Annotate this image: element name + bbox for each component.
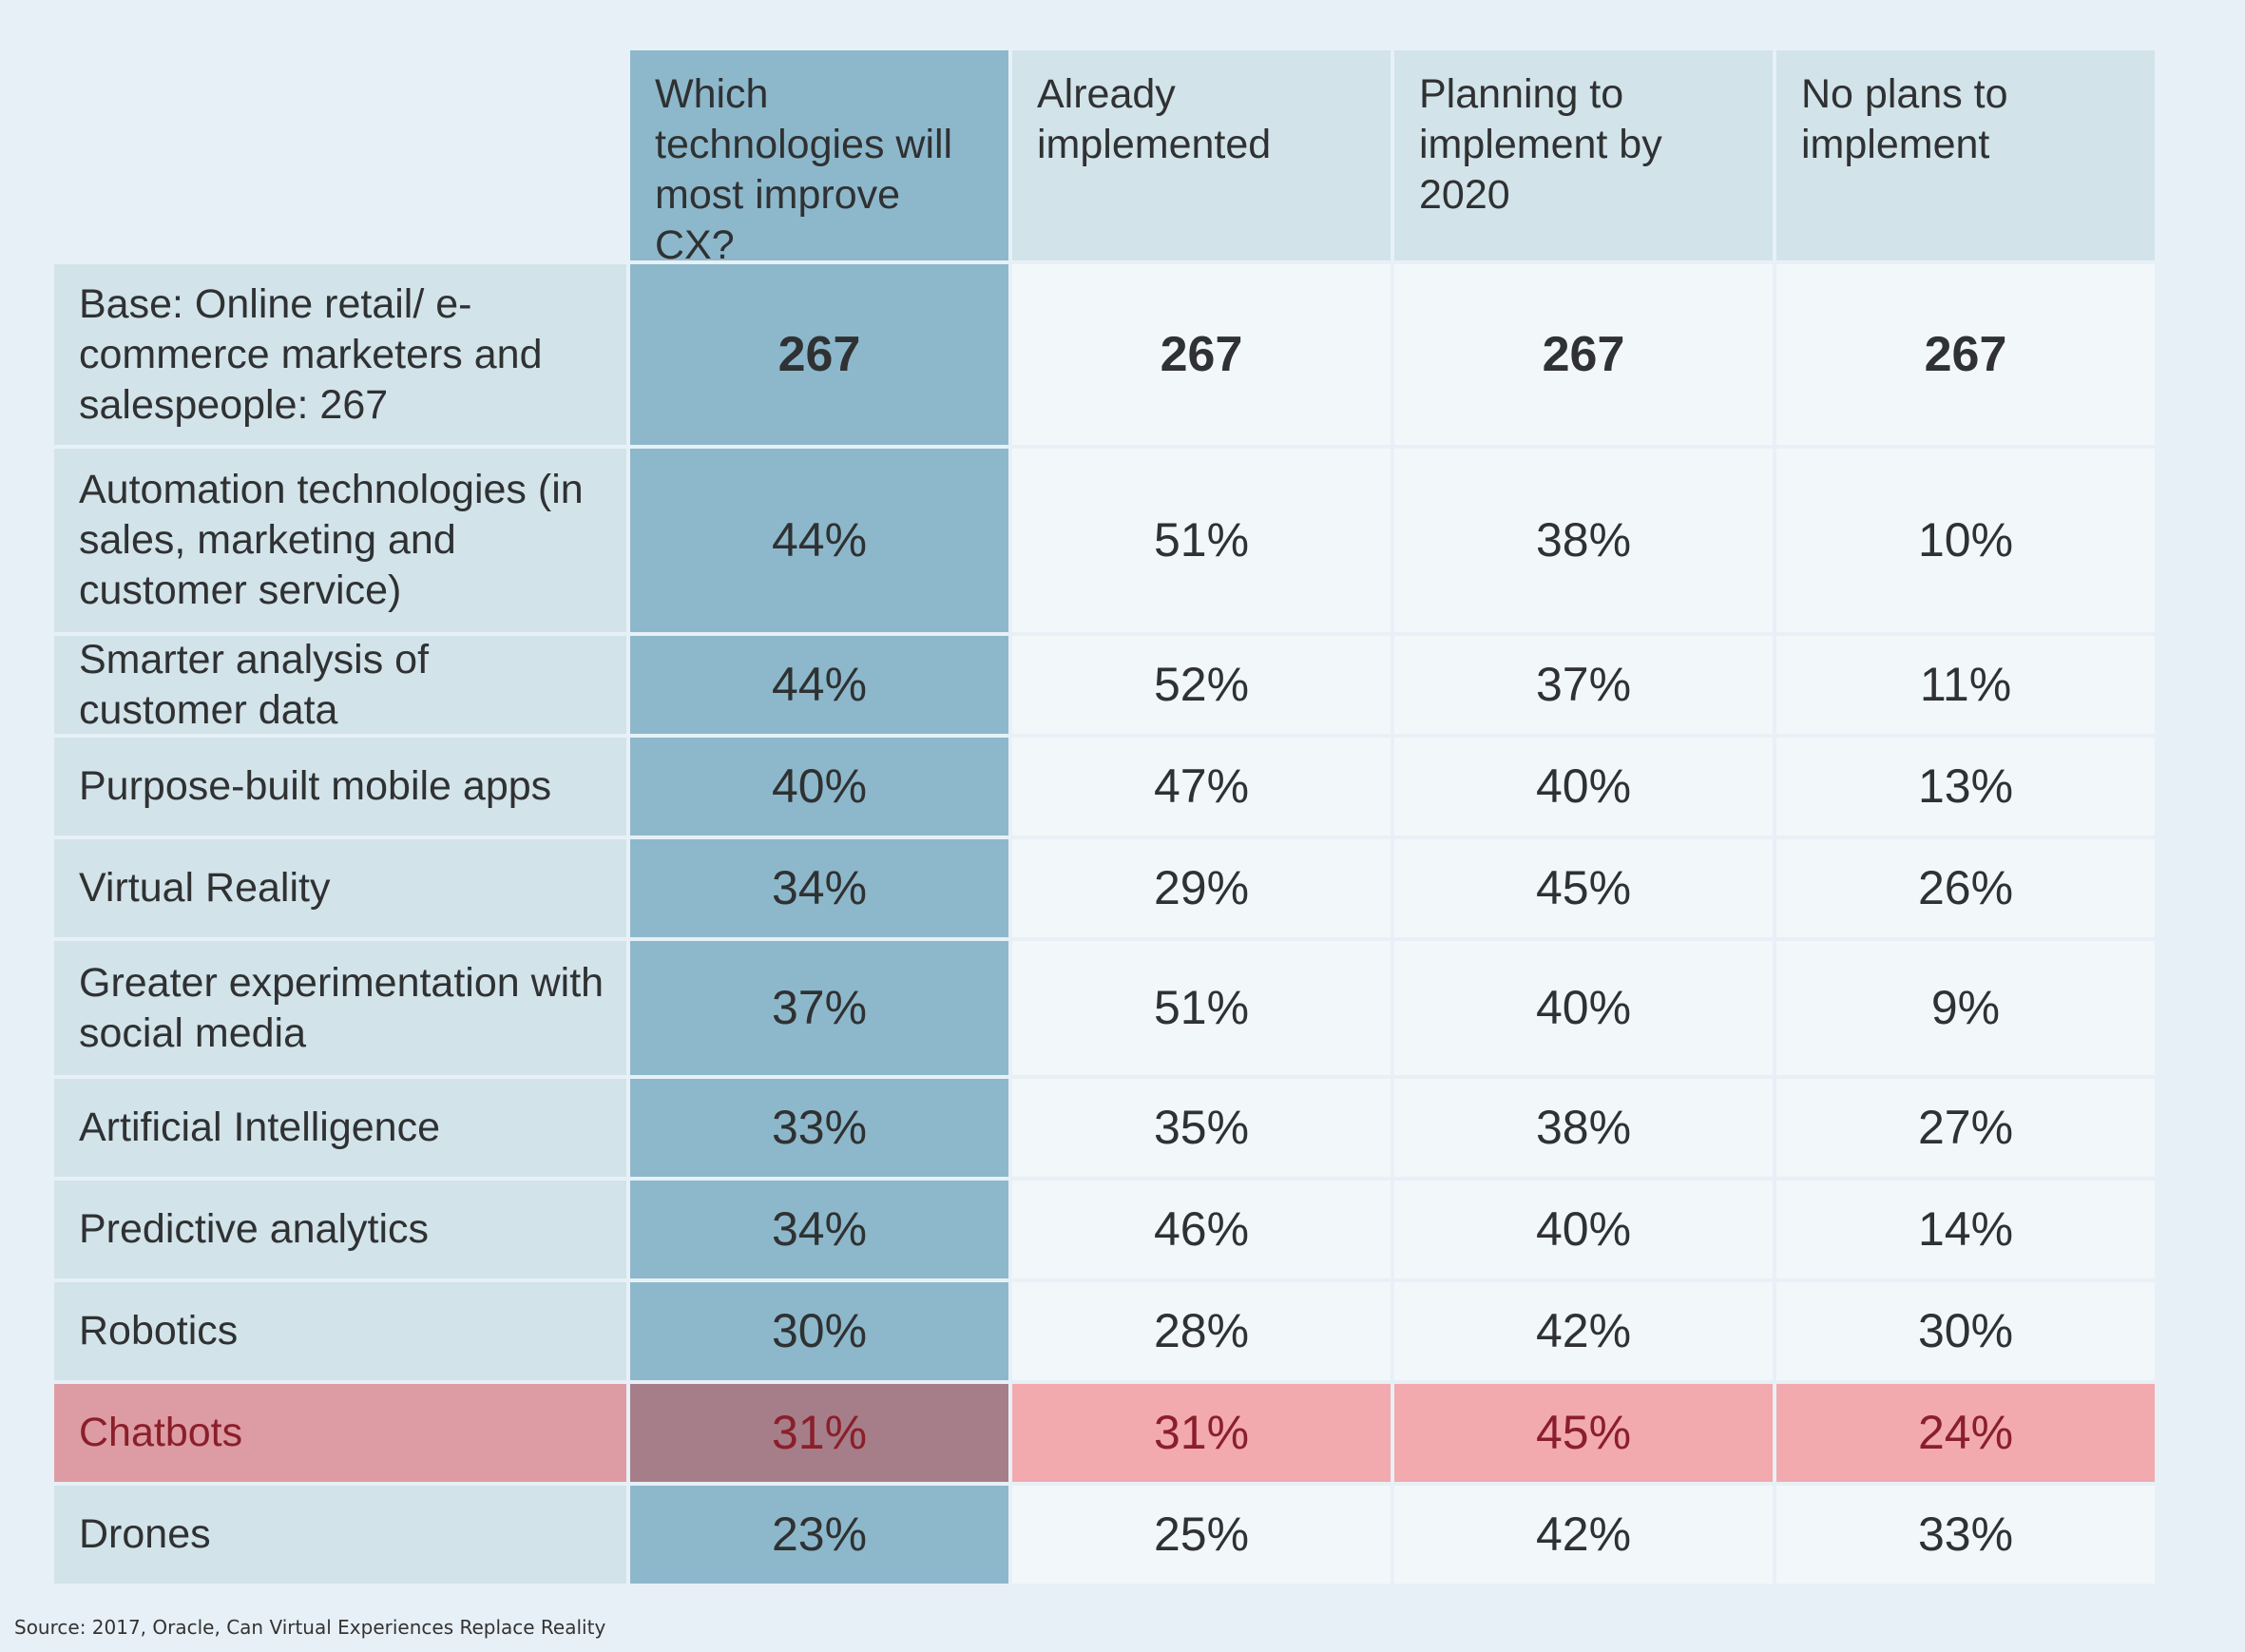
column-header-already-implemented: Already implemented	[1012, 50, 1391, 260]
table-row-value-0: 33%	[630, 1079, 1008, 1177]
column-header-most-improve-cx: Which technologies will most improve CX?	[630, 50, 1008, 268]
table-row-value-2: 38%	[1394, 1079, 1773, 1177]
table-row-value-3: 10%	[1776, 449, 2155, 632]
table-row-value-0: 40%	[630, 738, 1008, 836]
table-row-highlighted-label: Chatbots	[54, 1384, 626, 1482]
table-row-value-0: 23%	[630, 1486, 1008, 1584]
table-row-label: Robotics	[54, 1282, 626, 1380]
table-row-value-3: 30%	[1776, 1282, 2155, 1380]
base-row-value-2: 267	[1394, 264, 1773, 445]
table-row-value-1: 28%	[1012, 1282, 1391, 1380]
table-row-value-1: 51%	[1012, 941, 1391, 1075]
table-row-value-1: 51%	[1012, 449, 1391, 632]
table-row-value-2: 45%	[1394, 839, 1773, 937]
base-row-value-1: 267	[1012, 264, 1391, 445]
table-row-value-3: 11%	[1776, 636, 2155, 734]
table-row-value-3: 27%	[1776, 1079, 2155, 1177]
table-row-value-0: 30%	[630, 1282, 1008, 1380]
table-row-value-1: 46%	[1012, 1181, 1391, 1278]
table-corner	[54, 50, 626, 260]
table-row-value-2: 38%	[1394, 449, 1773, 632]
table-row-value-3: 26%	[1776, 839, 2155, 937]
table-row-label: Smarter analysis of customer data	[54, 636, 626, 734]
table-row-label: Virtual Reality	[54, 839, 626, 937]
table-row-value-3: 9%	[1776, 941, 2155, 1075]
source-note: Source: 2017, Oracle, Can Virtual Experi…	[14, 1616, 606, 1639]
table-row-value-2: 40%	[1394, 1181, 1773, 1278]
table-row-label: Drones	[54, 1486, 626, 1584]
table-row-value-0: 44%	[630, 449, 1008, 632]
table-row-value-0: 34%	[630, 1181, 1008, 1278]
table-row-value-0: 44%	[630, 636, 1008, 734]
table-row-label: Artificial Intelligence	[54, 1079, 626, 1177]
table-row-value-1: 47%	[1012, 738, 1391, 836]
base-row-value-0: 267	[630, 264, 1008, 445]
table-row-value-1: 29%	[1012, 839, 1391, 937]
table-row-value-1: 35%	[1012, 1079, 1391, 1177]
base-row-label: Base: Online retail/ e-commerce marketer…	[54, 264, 626, 445]
table-row-value-2: 37%	[1394, 636, 1773, 734]
table-row-highlighted-value-3: 24%	[1776, 1384, 2155, 1482]
column-header-no-plans: No plans to implement	[1776, 50, 2155, 260]
table-row-value-3: 14%	[1776, 1181, 2155, 1278]
table-row-value-3: 33%	[1776, 1486, 2155, 1584]
table-row-label: Greater experimentation with social medi…	[54, 941, 626, 1075]
table-row-label: Automation technologies (in sales, marke…	[54, 449, 626, 632]
table-row-label: Purpose-built mobile apps	[54, 738, 626, 836]
table-row-value-3: 13%	[1776, 738, 2155, 836]
table-row-highlighted-value-2: 45%	[1394, 1384, 1773, 1482]
base-row-value-3: 267	[1776, 264, 2155, 445]
technology-survey-table: Which technologies will most improve CX?…	[54, 50, 2155, 1584]
table-row-value-0: 34%	[630, 839, 1008, 937]
table-row-highlighted-value-0: 31%	[630, 1384, 1008, 1482]
table-row-value-2: 40%	[1394, 941, 1773, 1075]
table-row-value-2: 42%	[1394, 1486, 1773, 1584]
table-row-value-1: 52%	[1012, 636, 1391, 734]
table-row-highlighted-value-1: 31%	[1012, 1384, 1391, 1482]
table-row-value-2: 40%	[1394, 738, 1773, 836]
column-header-planning-2020: Planning to implement by 2020	[1394, 50, 1773, 260]
table-row-value-1: 25%	[1012, 1486, 1391, 1584]
table-row-value-0: 37%	[630, 941, 1008, 1075]
table-row-label: Predictive analytics	[54, 1181, 626, 1278]
table-row-value-2: 42%	[1394, 1282, 1773, 1380]
